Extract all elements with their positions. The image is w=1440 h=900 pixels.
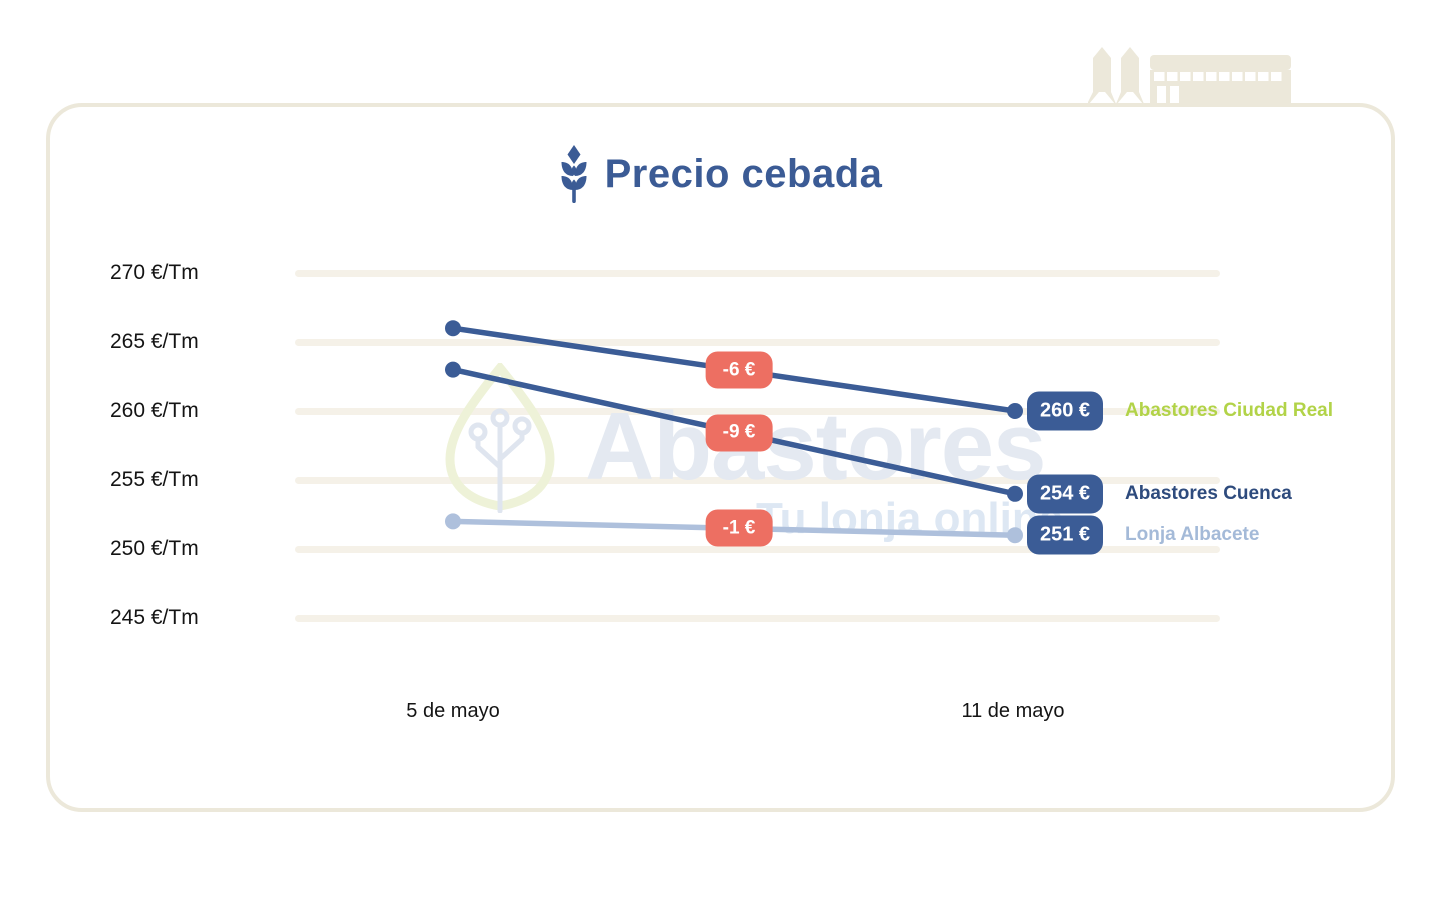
gridline-270 bbox=[295, 269, 1220, 277]
gridline-265 bbox=[295, 338, 1220, 346]
grain-warehouse-illustration bbox=[1088, 47, 1291, 104]
y-axis-tick-label: 245 €/Tm bbox=[110, 606, 199, 629]
barley-spike-icon bbox=[561, 145, 587, 203]
series-name-label: Abastores Ciudad Real bbox=[1125, 400, 1333, 421]
data-point-dot bbox=[1007, 485, 1023, 502]
page-title: Precio cebada bbox=[604, 151, 883, 196]
end-price-badge: 251 € bbox=[1027, 515, 1103, 555]
data-point-dot bbox=[445, 320, 461, 337]
end-price-badge: 254 € bbox=[1027, 474, 1103, 514]
y-axis-tick-label: 255 €/Tm bbox=[110, 468, 199, 491]
y-axis-tick-label: 265 €/Tm bbox=[110, 330, 199, 353]
data-point-dot bbox=[445, 513, 461, 530]
x-axis-label: 5 de mayo bbox=[406, 700, 500, 722]
chart-card bbox=[46, 103, 1395, 812]
end-price-badge: 260 € bbox=[1027, 391, 1103, 431]
price-change-badge: -9 € bbox=[705, 414, 773, 452]
gridline-260 bbox=[295, 407, 1220, 415]
data-point-dot bbox=[1007, 403, 1023, 419]
y-axis-tick-label: 250 €/Tm bbox=[110, 537, 199, 560]
price-change-badge: -6 € bbox=[705, 351, 773, 389]
series-name-label: Lonja Albacete bbox=[1125, 524, 1260, 546]
series-name-label: Abastores Cuenca bbox=[1125, 482, 1292, 504]
y-axis-tick-label: 260 €/Tm bbox=[110, 399, 199, 422]
gridline-255 bbox=[295, 476, 1220, 484]
data-point-dot bbox=[1007, 527, 1023, 544]
gridline-245 bbox=[295, 614, 1220, 622]
x-axis-label: 11 de mayo bbox=[961, 700, 1065, 722]
abastores-leaf-logo-watermark bbox=[445, 363, 555, 513]
data-point-dot bbox=[445, 361, 461, 378]
gridline-250 bbox=[295, 545, 1220, 553]
chart-title-row: Precio cebada bbox=[46, 142, 1395, 206]
price-change-badge: -1 € bbox=[705, 509, 773, 547]
y-axis-tick-label: 270 €/Tm bbox=[110, 261, 199, 284]
